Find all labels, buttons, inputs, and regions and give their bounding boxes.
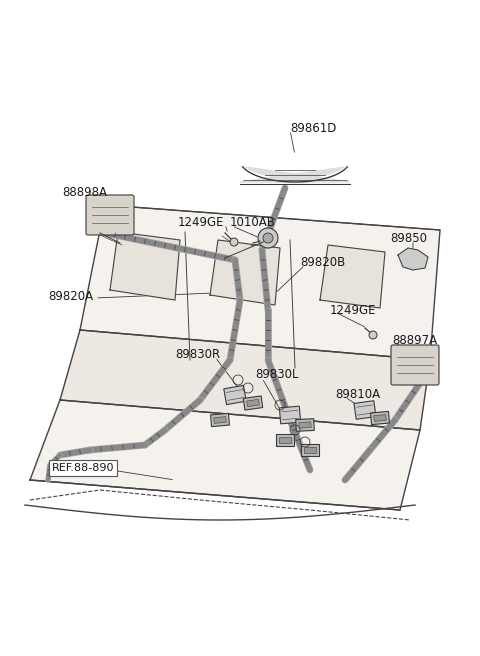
Polygon shape [211, 413, 229, 426]
FancyBboxPatch shape [391, 345, 439, 385]
Text: 88898A: 88898A [62, 186, 107, 199]
Polygon shape [374, 415, 386, 421]
Text: 89810A: 89810A [335, 388, 380, 401]
Text: 1010AB: 1010AB [230, 216, 276, 228]
Text: 89861D: 89861D [290, 121, 336, 134]
Polygon shape [279, 437, 291, 443]
Polygon shape [80, 205, 440, 360]
Text: 89820B: 89820B [300, 256, 345, 270]
Polygon shape [60, 330, 430, 430]
Polygon shape [224, 385, 246, 405]
Polygon shape [210, 240, 280, 305]
Text: 89850: 89850 [390, 232, 427, 245]
Polygon shape [320, 245, 385, 308]
Polygon shape [296, 419, 314, 431]
Text: 1249GE: 1249GE [178, 216, 225, 228]
Text: 89830R: 89830R [175, 348, 220, 361]
Polygon shape [299, 422, 311, 428]
Circle shape [230, 238, 238, 246]
Polygon shape [110, 232, 180, 300]
Text: 89820A: 89820A [48, 289, 93, 302]
Polygon shape [276, 434, 294, 446]
Text: 88897A: 88897A [392, 333, 437, 346]
Circle shape [258, 228, 278, 248]
Circle shape [369, 331, 377, 339]
Polygon shape [398, 248, 428, 270]
Text: 89830L: 89830L [255, 369, 299, 382]
Polygon shape [354, 401, 376, 419]
Polygon shape [30, 400, 420, 510]
Polygon shape [214, 417, 226, 423]
Polygon shape [304, 447, 316, 453]
Text: REF.88-890: REF.88-890 [52, 463, 115, 473]
Polygon shape [279, 406, 300, 424]
Polygon shape [240, 167, 350, 182]
Polygon shape [301, 444, 319, 456]
Polygon shape [371, 411, 389, 424]
Circle shape [263, 233, 273, 243]
FancyBboxPatch shape [86, 195, 134, 235]
Polygon shape [243, 396, 263, 410]
Polygon shape [247, 400, 259, 407]
Text: 1249GE: 1249GE [330, 304, 376, 316]
